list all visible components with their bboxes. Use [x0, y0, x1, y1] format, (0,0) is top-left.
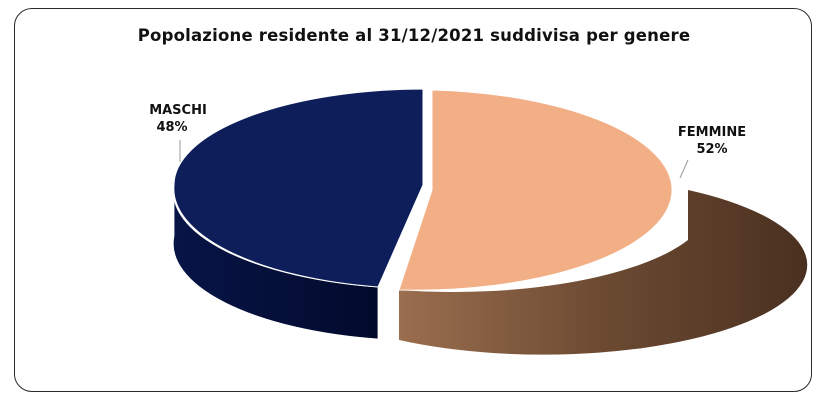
slice-femmine-side: [399, 190, 808, 355]
label-femmine-pct: 52%: [696, 142, 727, 157]
slice-femmine: [398, 89, 808, 355]
leader-line-femmine: [679, 159, 689, 179]
slice-maschi-top: [173, 88, 424, 288]
label-femmine-name: FEMMINE: [678, 125, 746, 140]
slice-femmine-top: [398, 89, 673, 291]
label-maschi-name: MASCHI: [149, 103, 207, 118]
slice-maschi-side: [172, 184, 379, 340]
label-maschi-pct: 48%: [156, 120, 187, 135]
slice-maschi: [172, 88, 424, 340]
chart-title: Popolazione residente al 31/12/2021 sudd…: [137, 26, 691, 45]
